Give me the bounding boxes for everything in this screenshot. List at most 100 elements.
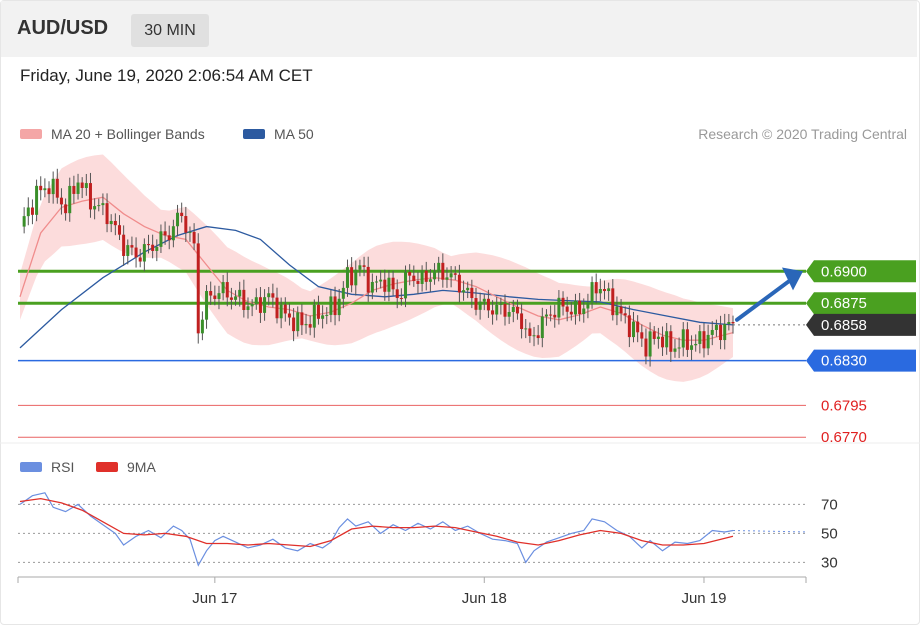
candle bbox=[561, 291, 565, 316]
candle bbox=[292, 308, 296, 342]
candle bbox=[507, 302, 511, 324]
candle bbox=[619, 299, 623, 322]
candle-body bbox=[627, 315, 631, 338]
candle bbox=[408, 264, 412, 286]
candle-body bbox=[337, 298, 341, 316]
candle bbox=[714, 319, 718, 337]
candle bbox=[399, 288, 403, 306]
candle bbox=[300, 304, 304, 336]
candle-body bbox=[706, 334, 710, 349]
candle bbox=[395, 279, 399, 309]
candle bbox=[254, 288, 258, 310]
candle-body bbox=[656, 336, 660, 339]
candle bbox=[234, 290, 238, 306]
candle bbox=[225, 272, 229, 307]
x-tick-label: Jun 17 bbox=[192, 590, 237, 607]
candle bbox=[105, 193, 109, 233]
candle-body bbox=[573, 300, 577, 315]
candle bbox=[97, 198, 101, 212]
candle bbox=[238, 281, 242, 307]
candle bbox=[719, 315, 723, 350]
candle-body bbox=[499, 303, 503, 305]
candle bbox=[462, 280, 466, 301]
candle-body bbox=[399, 298, 403, 300]
candle-body bbox=[171, 226, 175, 241]
rsi-legend-label: RSI bbox=[51, 459, 74, 475]
candle-body bbox=[449, 273, 453, 278]
rsi-9ma-line bbox=[19, 497, 734, 548]
candle-body bbox=[677, 347, 681, 349]
candle-body bbox=[134, 247, 138, 258]
candle-body bbox=[673, 348, 677, 352]
candle bbox=[573, 293, 577, 325]
candle bbox=[731, 315, 735, 334]
candle bbox=[117, 215, 121, 241]
candle bbox=[387, 270, 391, 302]
candle-body bbox=[130, 245, 134, 248]
candle bbox=[565, 296, 569, 322]
candle-body bbox=[26, 207, 30, 217]
candle-body bbox=[466, 287, 470, 291]
candle bbox=[101, 193, 105, 216]
candle-body bbox=[598, 289, 602, 294]
pivot-label: 0.6830 bbox=[821, 353, 867, 370]
candle-body bbox=[267, 293, 271, 298]
candle-body bbox=[76, 182, 80, 194]
candle-body bbox=[84, 183, 88, 188]
timeframe-button[interactable]: 30 MIN bbox=[131, 14, 209, 47]
forecast-arrow-shaft bbox=[735, 276, 794, 322]
candle-body bbox=[632, 321, 636, 338]
candle bbox=[358, 259, 362, 277]
candle bbox=[126, 239, 130, 265]
pivot-tag bbox=[806, 349, 916, 372]
candle bbox=[176, 204, 180, 237]
candle-body bbox=[524, 328, 528, 330]
candle bbox=[627, 305, 631, 348]
candle-body bbox=[408, 271, 412, 276]
candle-body bbox=[200, 319, 204, 334]
candle-body bbox=[101, 203, 105, 206]
candle-body bbox=[648, 331, 652, 357]
candle-body bbox=[155, 246, 159, 251]
candle bbox=[296, 306, 300, 337]
candle bbox=[586, 293, 590, 319]
candle bbox=[383, 269, 387, 301]
candle-body bbox=[68, 185, 72, 214]
candle-body bbox=[97, 205, 101, 207]
candle bbox=[196, 233, 200, 344]
candle bbox=[308, 315, 312, 336]
candle-body bbox=[30, 207, 34, 215]
candle bbox=[217, 285, 221, 310]
candle bbox=[557, 290, 561, 325]
candle bbox=[242, 279, 246, 318]
candle bbox=[391, 270, 395, 296]
candle bbox=[250, 299, 254, 317]
candle bbox=[424, 261, 428, 291]
candle bbox=[478, 292, 482, 320]
candle bbox=[159, 224, 163, 253]
candle-body bbox=[321, 315, 325, 319]
candle-body bbox=[375, 281, 378, 283]
candle-body bbox=[383, 279, 387, 292]
candle bbox=[656, 327, 660, 349]
candle bbox=[474, 287, 478, 316]
candle bbox=[221, 274, 225, 301]
candle-body bbox=[180, 212, 184, 217]
candle-body bbox=[441, 262, 445, 280]
candle-body bbox=[333, 296, 337, 316]
candle bbox=[640, 324, 644, 347]
candle-body bbox=[105, 203, 109, 225]
candle-body bbox=[113, 220, 117, 226]
candle-body bbox=[636, 321, 640, 333]
candle-body bbox=[366, 266, 370, 293]
candle-body bbox=[250, 304, 254, 307]
support-2-label: 0.6770 bbox=[821, 429, 867, 446]
candle-body bbox=[47, 188, 51, 195]
chart-datetime: Friday, June 19, 2020 2:06:54 AM CET bbox=[20, 66, 313, 85]
candle-body bbox=[296, 312, 300, 332]
candle bbox=[283, 297, 287, 322]
candle-body bbox=[582, 308, 586, 314]
candle-body bbox=[404, 271, 408, 299]
